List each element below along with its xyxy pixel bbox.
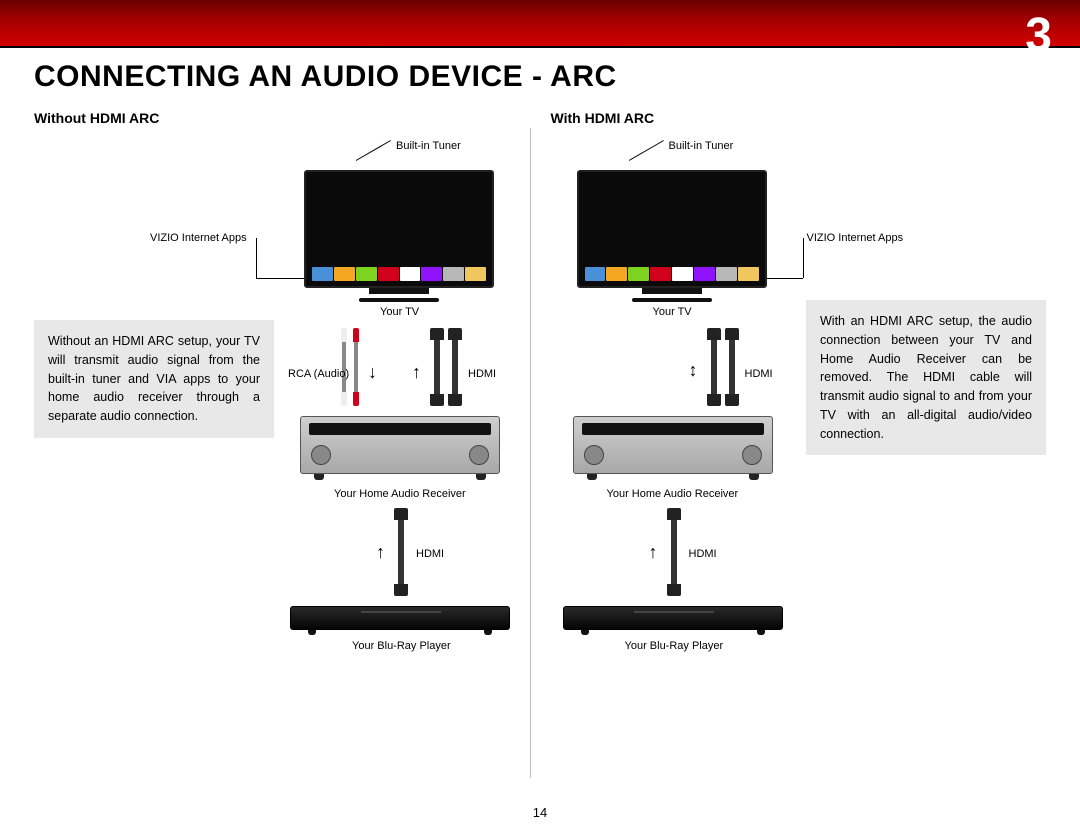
arrow-up-icon: ↑ <box>376 542 385 563</box>
label-receiver: Your Home Audio Receiver <box>334 488 466 500</box>
left-column: Without HDMI ARC Without an HDMI ARC set… <box>34 110 530 800</box>
label-tv: Your TV <box>380 306 419 318</box>
arrow-updown-icon: ↕ <box>689 360 698 381</box>
label-tv: Your TV <box>653 306 692 318</box>
rca-cable <box>340 328 360 406</box>
page-footer: 14 <box>0 805 1080 820</box>
bluray-device <box>563 606 783 635</box>
tv-device <box>577 170 767 302</box>
lead-line <box>803 238 804 278</box>
lead-line <box>256 238 257 278</box>
label-receiver: Your Home Audio Receiver <box>607 488 739 500</box>
arrow-up-icon: ↑ <box>649 542 658 563</box>
left-description: Without an HDMI ARC setup, your TV will … <box>34 320 274 438</box>
left-heading: Without HDMI ARC <box>34 110 530 126</box>
label-tuner: Built-in Tuner <box>669 140 734 152</box>
right-column: With HDMI ARC With an HDMI ARC setup, th… <box>531 110 1047 800</box>
right-description: With an HDMI ARC setup, the audio connec… <box>806 300 1046 455</box>
tv-app-row <box>312 267 486 281</box>
label-hdmi: HDMI <box>745 368 773 380</box>
lead-line <box>767 278 803 279</box>
hdmi-cable <box>725 328 739 406</box>
hdmi-cable <box>707 328 721 406</box>
chapter-number: 3 <box>1025 8 1052 63</box>
receiver-device <box>300 416 500 480</box>
lead-line <box>628 140 663 161</box>
bluray-device <box>290 606 510 635</box>
lead-line <box>356 140 391 161</box>
columns: Without HDMI ARC Without an HDMI ARC set… <box>34 110 1046 800</box>
arrow-down-icon: ↓ <box>368 362 377 383</box>
receiver-device <box>573 416 773 480</box>
label-bluray: Your Blu-Ray Player <box>352 640 451 652</box>
label-apps: VIZIO Internet Apps <box>807 232 904 244</box>
label-bluray: Your Blu-Ray Player <box>625 640 724 652</box>
label-tuner: Built-in Tuner <box>396 140 461 152</box>
tv-app-row <box>585 267 759 281</box>
hdmi-cable <box>430 328 444 406</box>
hdmi-cable <box>448 328 462 406</box>
label-hdmi: HDMI <box>689 548 717 560</box>
label-apps: VIZIO Internet Apps <box>150 232 247 244</box>
hdmi-cable <box>667 508 681 596</box>
hdmi-cable <box>394 508 408 596</box>
label-rca: RCA (Audio) <box>288 368 349 380</box>
label-hdmi: HDMI <box>416 548 444 560</box>
page-title: CONNECTING AN AUDIO DEVICE - ARC <box>34 60 617 94</box>
header-red-band <box>0 0 1080 48</box>
label-hdmi: HDMI <box>468 368 496 380</box>
arrow-up-icon: ↑ <box>412 362 421 383</box>
tv-device <box>304 170 494 302</box>
lead-line <box>256 278 304 279</box>
right-heading: With HDMI ARC <box>551 110 1047 126</box>
